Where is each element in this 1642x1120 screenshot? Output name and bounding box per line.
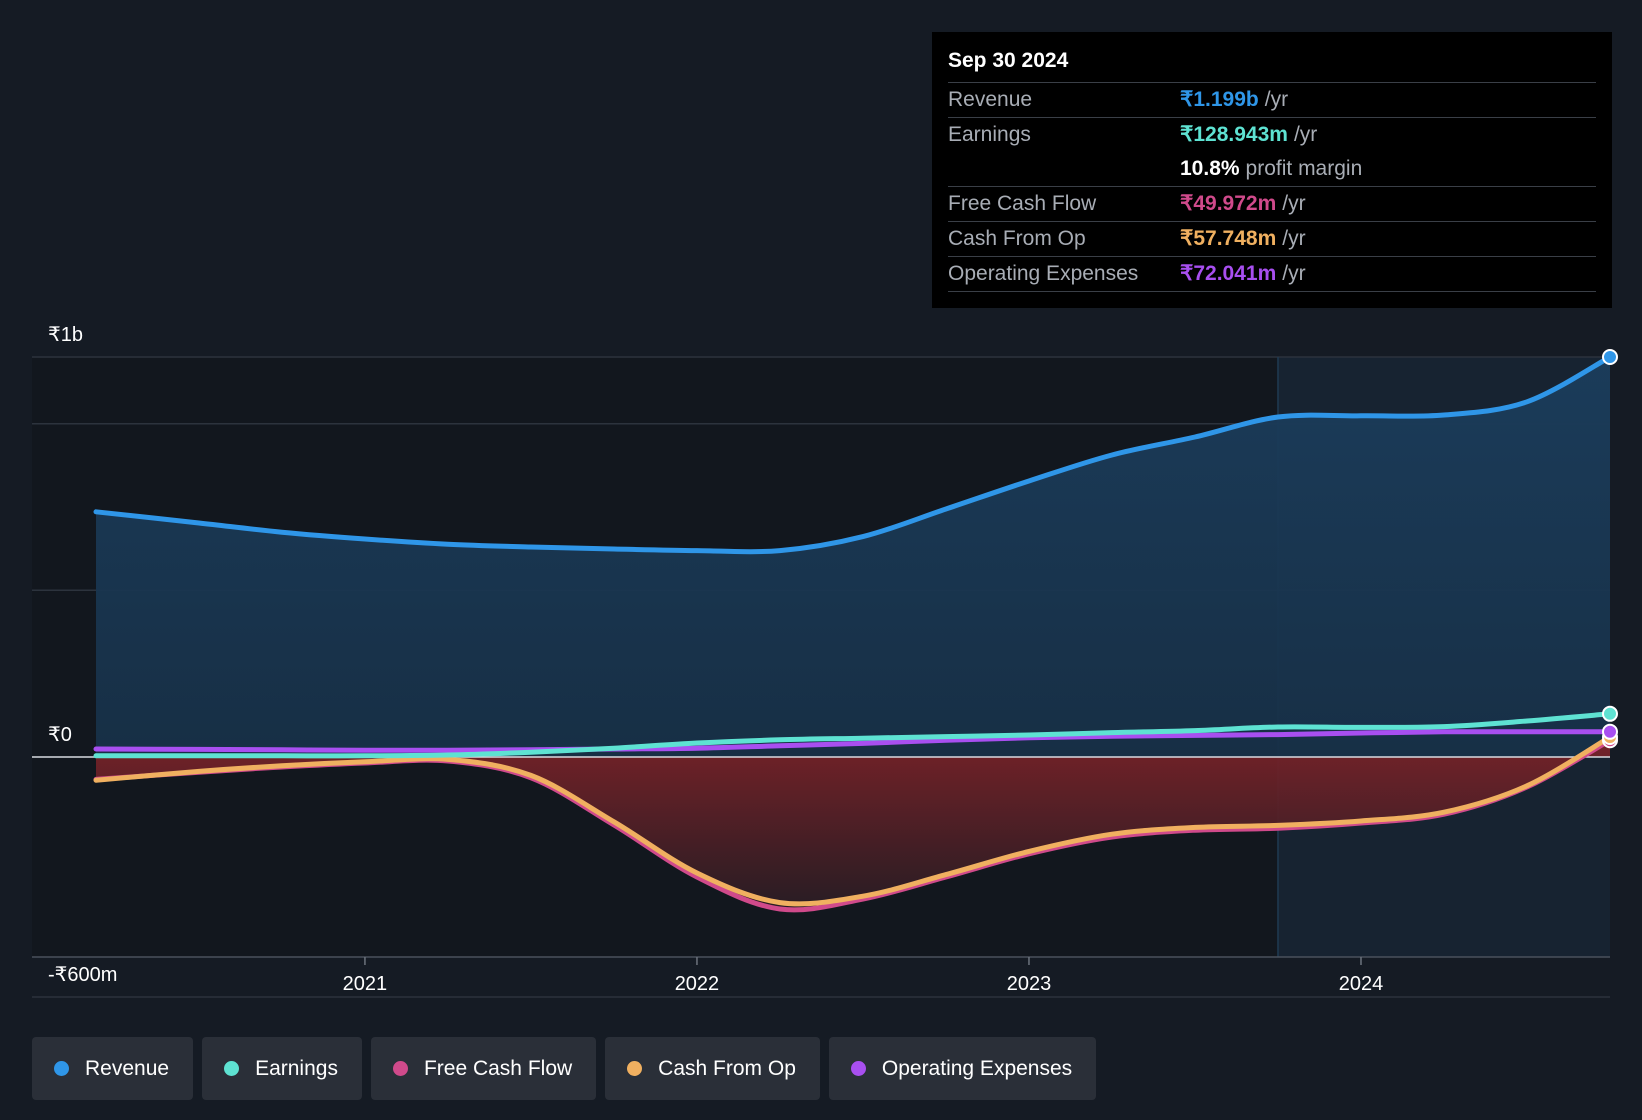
legend-label: Free Cash Flow [423,1056,573,1080]
legend-label: Cash From Op [658,1056,796,1080]
tooltip: Sep 30 2024 Revenue ₹1.199b /yr Earnings… [932,32,1612,308]
legend-item-operating-expenses[interactable]: Operating Expenses [828,1037,1097,1100]
x-tick-label: 2023 [1007,973,1052,995]
tooltip-label: Earnings [948,123,1031,146]
tooltip-unit: /yr [1264,88,1289,111]
legend-item-cash-from-op[interactable]: Cash From Op [605,1037,820,1100]
tooltip-label [948,152,1180,186]
tooltip-label: Free Cash Flow [948,192,1097,215]
tooltip-row-revenue: Revenue ₹1.199b /yr [948,83,1596,118]
tooltip-value: ₹72.041m [1180,262,1277,285]
tooltip-row-fcf: Free Cash Flow ₹49.972m /yr [948,187,1596,222]
earnings-dot-icon [224,1061,240,1076]
earnings-line [93,711,1613,759]
revenue-dot-icon [54,1061,69,1076]
tooltip-row-earnings: Earnings ₹128.943m /yr [948,118,1596,152]
tooltip-label: Revenue [948,88,1033,111]
revenue-area [96,357,1610,757]
legend: Revenue Earnings Free Cash Flow Cash Fro… [32,1037,1097,1100]
revenue-endpoint [1602,349,1618,365]
y-tick-label: -₹600m [48,964,117,986]
operating-expenses-dot-icon [850,1061,866,1076]
tooltip-date: Sep 30 2024 [948,46,1596,83]
x-tick-label: 2024 [1339,973,1384,995]
operating-expenses-line [93,729,1613,753]
tooltip-unit: /yr [1282,227,1306,250]
legend-label: Revenue [85,1056,170,1080]
y-tick-label: ₹1b [48,324,83,346]
free-cash-flow-area [96,740,1610,910]
legend-label: Operating Expenses [881,1056,1073,1080]
operating-expenses-endpoint [1602,723,1618,740]
tooltip-row-margin: 10.8% profit margin [948,152,1596,187]
cash-from-op-line [93,734,1613,907]
legend-label: Earnings [255,1056,338,1080]
legend-item-earnings[interactable]: Earnings [202,1037,362,1100]
legend-item-free-cash-flow[interactable]: Free Cash Flow [370,1037,597,1100]
tooltip-row-cfo: Cash From Op ₹57.748m /yr [948,222,1596,257]
tooltip-unit: /yr [1282,192,1306,215]
revenue-line [93,354,1613,555]
tooltip-unit: /yr [1293,123,1318,146]
tooltip-row-opex: Operating Expenses ₹72.041m /yr [948,257,1596,292]
tooltip-value: ₹1.199b [1180,88,1259,111]
earnings-endpoint [1602,705,1618,722]
tooltip-value: ₹49.972m [1180,192,1277,215]
tooltip-value: 10.8% [1180,157,1240,180]
tooltip-unit: profit margin [1245,157,1363,180]
legend-item-revenue[interactable]: Revenue [32,1037,194,1100]
free-cash-flow-dot-icon [392,1061,408,1076]
tooltip-value: ₹128.943m [1180,123,1288,146]
tooltip-value: ₹57.748m [1180,227,1277,250]
cash-from-op-dot-icon [627,1061,643,1076]
tooltip-label: Cash From Op [948,227,1086,250]
tooltip-unit: /yr [1282,262,1306,285]
x-tick-label: 2021 [343,973,388,995]
y-tick-label: ₹0 [48,724,72,746]
tooltip-label: Operating Expenses [948,262,1139,285]
x-tick-label: 2022 [675,973,720,995]
